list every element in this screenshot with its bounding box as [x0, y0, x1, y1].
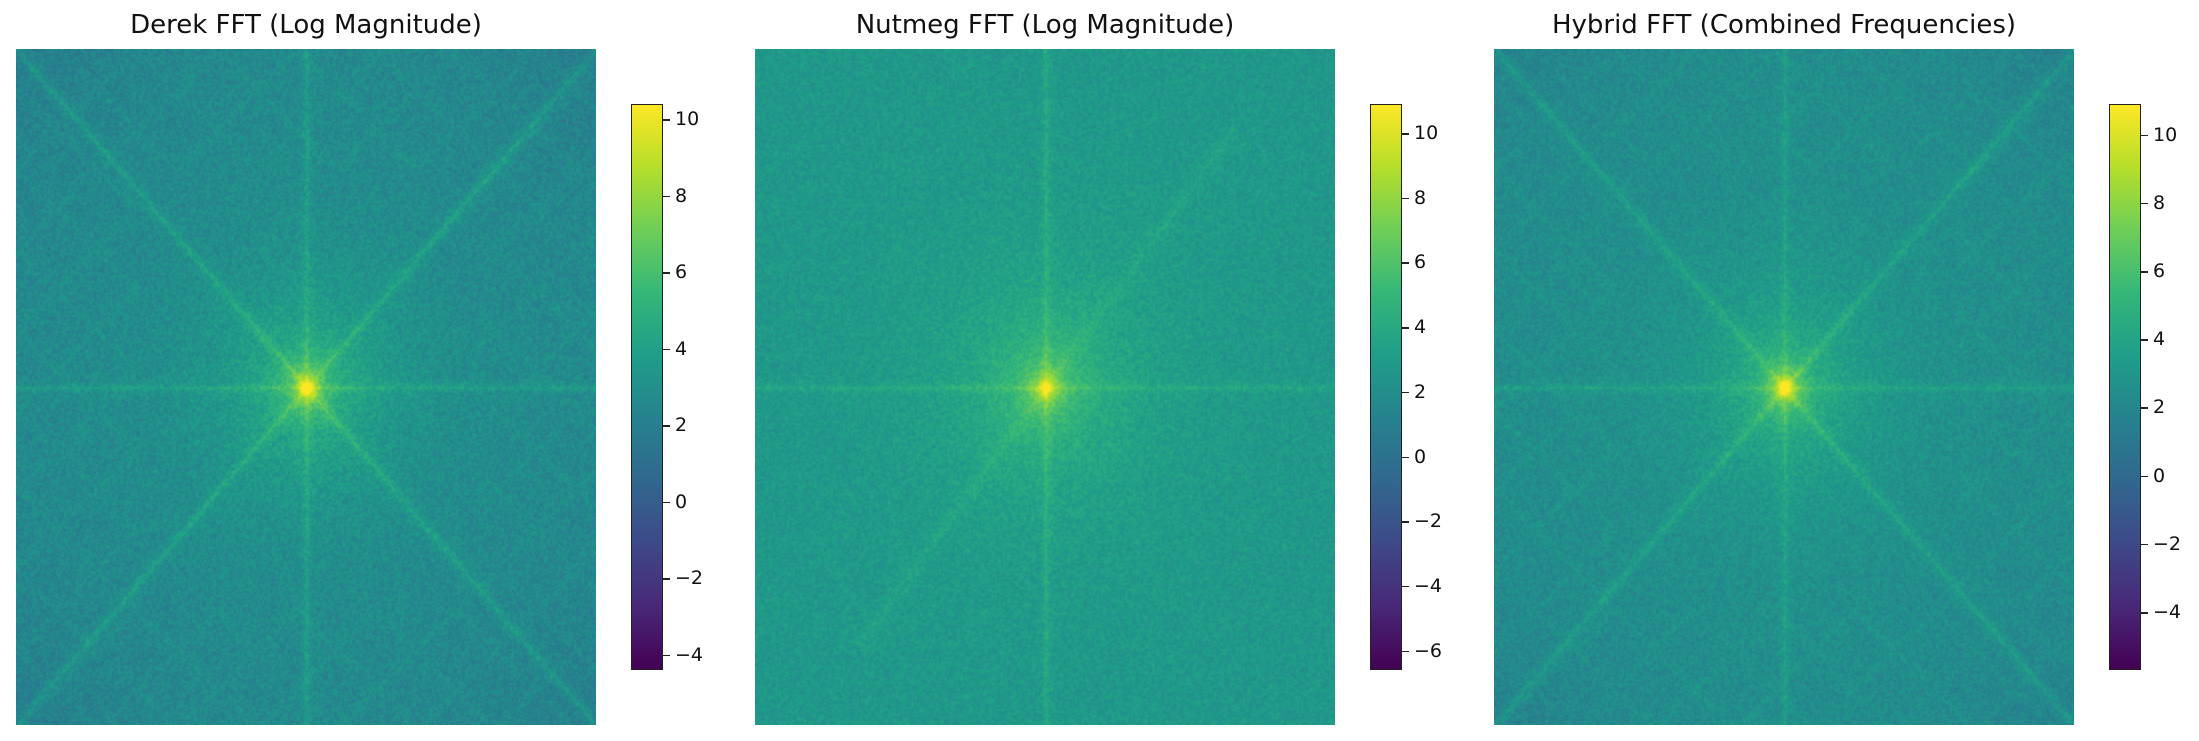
- colorbar-tick-mark: [1402, 327, 1409, 329]
- fft-panel-hybrid: Hybrid FFT (Combined Frequencies) −4 −2 0 2…: [1478, 0, 2199, 741]
- colorbar-tick-mark: [663, 119, 670, 121]
- colorbar-tick-label: −6: [1414, 639, 1443, 662]
- panel-title: Derek FFT (Log Magnitude): [130, 10, 482, 40]
- colorbar-tick-label: −2: [1414, 510, 1443, 533]
- colorbar-tick-label: 2: [675, 414, 688, 437]
- colorbar-tick-label: 0: [675, 490, 688, 513]
- colorbar-tick-mark: [1402, 650, 1409, 653]
- colorbar-tick-mark: [2141, 134, 2148, 137]
- fft-panel-nutmeg: Nutmeg FFT (Log Magnitude) −6 −4 −2 0 2 4 6 8 10: [739, 0, 1472, 741]
- colorbar-tick-mark: [1402, 391, 1409, 394]
- colorbar-tick-mark: [663, 348, 670, 351]
- colorbar-tick-label: 0: [2153, 464, 2166, 487]
- fft-panel-derek: Derek FFT (Log Magnitude) −4 −2 0 2 4 6 8 10: [0, 0, 733, 741]
- colorbar-tick-label: 8: [1414, 186, 1427, 209]
- colorbar-tick-mark: [2141, 475, 2148, 478]
- fft-heatmap: [16, 49, 596, 725]
- colorbar-tick-mark: [1402, 197, 1409, 200]
- colorbar-tick-mark: [2141, 407, 2148, 409]
- colorbar: [631, 104, 663, 670]
- colorbar-tick-mark: [1402, 521, 1409, 523]
- colorbar-tick-label: 6: [1414, 251, 1427, 274]
- colorbar-tick-label: 10: [675, 108, 700, 131]
- colorbar-tick-mark: [663, 425, 670, 427]
- colorbar-tick-mark: [1402, 456, 1409, 459]
- colorbar-tick-label: −2: [675, 567, 704, 590]
- colorbar-tick-label: 6: [2153, 260, 2166, 283]
- colorbar-tick-mark: [663, 501, 670, 504]
- colorbar-tick-mark: [1402, 585, 1409, 588]
- panel-title: Nutmeg FFT (Log Magnitude): [855, 10, 1235, 40]
- colorbar-tick-mark: [2141, 202, 2148, 205]
- colorbar-tick-label: −4: [1414, 574, 1443, 597]
- colorbar-tick-mark: [2141, 271, 2148, 273]
- colorbar-tick-label: 2: [1414, 380, 1427, 403]
- colorbar-tick-mark: [663, 195, 670, 198]
- colorbar-tick-label: 10: [1414, 122, 1439, 145]
- colorbar-tick-mark: [2141, 612, 2148, 614]
- colorbar-tick-mark: [1402, 262, 1409, 264]
- colorbar-tick-label: −4: [2153, 601, 2182, 624]
- colorbar-tick-label: 4: [1414, 316, 1427, 339]
- colorbar-tick-mark: [663, 578, 670, 580]
- fft-heatmap: [1494, 49, 2074, 725]
- colorbar-tick-mark: [2141, 543, 2148, 546]
- colorbar-tick-label: 6: [675, 261, 688, 284]
- colorbar-tick-label: 8: [2153, 191, 2166, 214]
- colorbar-tick-mark: [663, 654, 670, 657]
- colorbar-tick-mark: [2141, 339, 2148, 341]
- colorbar-tick-label: 2: [2153, 396, 2166, 419]
- colorbar-tick-label: 8: [675, 184, 688, 207]
- colorbar-tick-label: 0: [1414, 445, 1427, 468]
- colorbar: [1370, 104, 1402, 670]
- panel-title: Hybrid FFT (Combined Frequencies): [1551, 10, 2017, 40]
- colorbar-tick-mark: [663, 272, 670, 274]
- colorbar-tick-label: −2: [2153, 532, 2182, 555]
- colorbar: [2109, 104, 2141, 670]
- colorbar-tick-label: 10: [2153, 123, 2178, 146]
- colorbar-tick-label: 4: [675, 337, 688, 360]
- colorbar-tick-label: 4: [2153, 328, 2166, 351]
- fft-heatmap: [755, 49, 1335, 725]
- colorbar-tick-label: −4: [675, 643, 704, 666]
- colorbar-tick-mark: [1402, 133, 1409, 135]
